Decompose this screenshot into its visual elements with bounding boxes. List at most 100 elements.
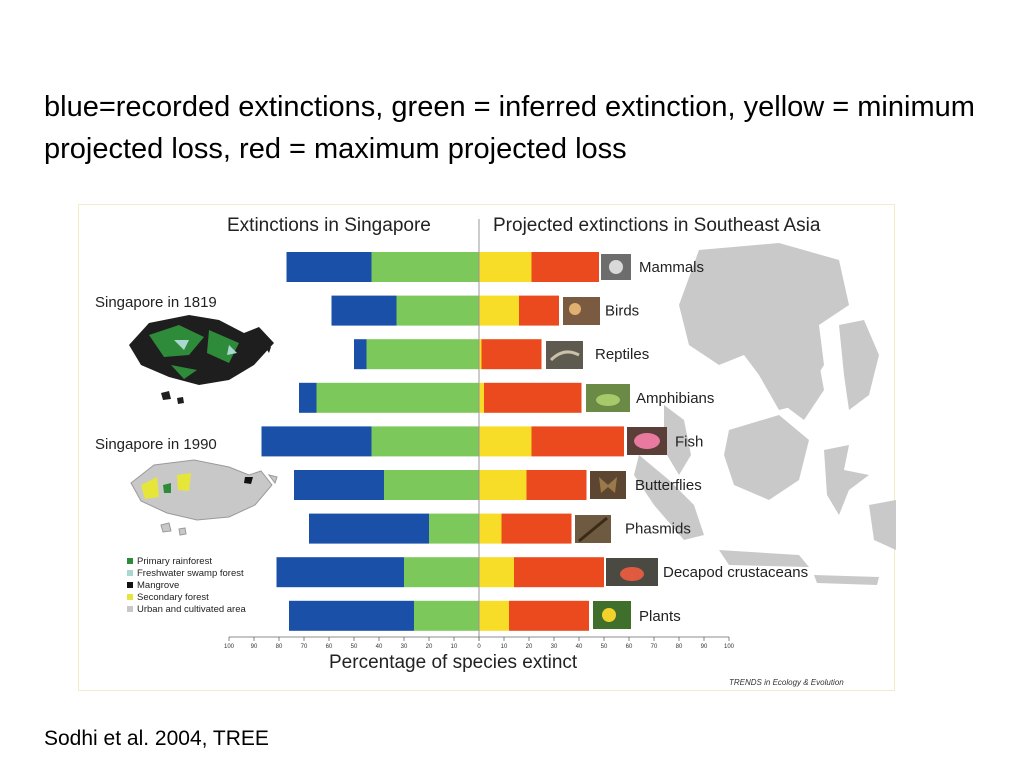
- borneo-shape: [724, 415, 809, 500]
- x-tick-label: 60: [626, 644, 633, 650]
- singapore-1819-swamp: [174, 340, 237, 355]
- singapore-1990-rainforest: [163, 483, 171, 493]
- x-tick-label: 70: [301, 644, 308, 650]
- legend-label-primary-rainforest: Primary rainforest: [137, 556, 212, 567]
- figure-svg: Singapore in 1819 Singapore in 1990 Prim…: [95, 215, 896, 687]
- left-header: Extinctions in Singapore: [227, 215, 431, 236]
- x-tick-label: 20: [426, 644, 433, 650]
- x-tick-label: 20: [526, 644, 533, 650]
- x-tick-label: 80: [676, 644, 683, 650]
- x-tick-label: 100: [224, 644, 235, 650]
- x-axis-label: Percentage of species extinct: [329, 652, 578, 673]
- x-tick-label: 10: [451, 644, 458, 650]
- bar-minimum-amphibians: [479, 382, 484, 413]
- fish-photo-body: [634, 433, 660, 449]
- bar-maximum-phasmids: [501, 513, 572, 544]
- x-tick-label: 60: [326, 644, 333, 650]
- java-shape: [719, 550, 809, 567]
- legend-swatch-urban-area: [127, 606, 133, 612]
- bar-maximum-birds: [519, 295, 559, 326]
- x-axis: 100 90 80 70 60 50 40 30 20 10 0 10 20 30 40 50 60 70 80 90…: [224, 219, 735, 650]
- legend-label-secondary-forest: Secondary forest: [137, 592, 209, 603]
- plant-photo-flower: [602, 608, 616, 622]
- singapore-1990-secondary-forest: [141, 473, 191, 499]
- indochina-shape: [779, 315, 824, 420]
- singapore-1819-island: [129, 315, 274, 385]
- bar-minimum-fish: [479, 426, 532, 457]
- bar-recorded-mammals: [286, 252, 372, 282]
- citation: Sodhi et al. 2004, TREE: [44, 727, 269, 750]
- species-photos: [546, 254, 667, 629]
- legend-swatch-primary-rainforest: [127, 558, 133, 564]
- x-tick-label: 10: [501, 644, 508, 650]
- bird-photo-head: [569, 303, 581, 315]
- bar-inferred-butterflies: [384, 470, 479, 500]
- map-1990-title: Singapore in 1990: [95, 436, 217, 453]
- bar-maximum-reptiles: [481, 339, 542, 370]
- x-tick-label: 0: [477, 644, 481, 650]
- philippines-shape: [839, 320, 879, 410]
- bar-recorded-fish: [261, 426, 372, 457]
- bar-recorded-reptiles: [354, 339, 367, 370]
- bar-inferred-mammals: [371, 252, 479, 282]
- bar-minimum-mammals: [479, 252, 532, 282]
- bird-photo: [563, 297, 600, 325]
- sulawesi-shape: [824, 445, 869, 515]
- bar-recorded-amphibians: [299, 382, 317, 413]
- butterfly-photo-wings: [599, 477, 617, 493]
- legend-label-mangrove: Mangrove: [137, 580, 179, 591]
- bar-maximum-decapod-crustaceans: [514, 557, 604, 588]
- bar-minimum-phasmids: [479, 513, 502, 544]
- singapore-1819-forest: [149, 325, 239, 379]
- category-label-reptiles: Reptiles: [595, 346, 649, 363]
- bar-minimum-birds: [479, 295, 519, 326]
- bar-inferred-amphibians: [316, 382, 479, 413]
- x-tick-label: 30: [551, 644, 558, 650]
- x-tick-label: 50: [351, 644, 358, 650]
- legend-swatch-secondary-forest: [127, 594, 133, 600]
- reptile-photo-body: [549, 350, 580, 362]
- bar-recorded-phasmids: [309, 513, 429, 544]
- singapore-1819-map: [129, 315, 274, 404]
- bar-recorded-decapod-crustaceans: [276, 557, 404, 588]
- bar-recorded-birds: [331, 295, 397, 326]
- x-tick-label: 50: [601, 644, 608, 650]
- category-label-fish: Fish: [675, 433, 703, 450]
- x-tick-label: 30: [401, 644, 408, 650]
- bar-inferred-decapod-crustaceans: [404, 557, 479, 588]
- bar-recorded-butterflies: [294, 470, 384, 500]
- x-tick-label: 80: [276, 644, 283, 650]
- figure-panel: Singapore in 1819 Singapore in 1990 Prim…: [78, 204, 896, 691]
- category-labels: Mammals Birds Reptiles Amphibians Fish Butter…: [595, 259, 808, 625]
- right-header: Projected extinctions in Southeast Asia: [493, 215, 821, 236]
- map-legend: Primary rainforest Freshwater swamp fore…: [127, 556, 247, 615]
- bar-minimum-butterflies: [479, 470, 527, 500]
- singapore-1990-mangrove: [244, 477, 253, 484]
- phasmid-photo-stick: [578, 516, 608, 543]
- bar-inferred-phasmids: [429, 513, 479, 544]
- x-tick-label: 90: [251, 644, 258, 650]
- lesser-sunda-shape: [814, 575, 879, 585]
- bar-maximum-butterflies: [526, 470, 587, 500]
- category-label-decapod-crustaceans: Decapod crustaceans: [663, 564, 808, 581]
- bar-inferred-fish: [371, 426, 479, 457]
- legend-label-freshwater-swamp-forest: Freshwater swamp forest: [137, 568, 244, 579]
- x-tick-label: 40: [376, 644, 383, 650]
- category-label-mammals: Mammals: [639, 259, 704, 276]
- malay-peninsula-shape: [664, 405, 691, 475]
- singapore-1990-map: [130, 459, 278, 536]
- legend-swatch-freshwater-swamp-forest: [127, 570, 133, 576]
- mammal-photo-face: [609, 260, 623, 274]
- x-tick-label: 70: [651, 644, 658, 650]
- slide-caption: blue=recorded extinctions, green = infer…: [44, 91, 975, 165]
- sumatra-shape: [634, 455, 704, 540]
- category-label-plants: Plants: [639, 608, 681, 625]
- legend-label-urban-area: Urban and cultivated area: [137, 604, 247, 615]
- bar-minimum-decapod-crustaceans: [479, 557, 514, 588]
- legend-swatch-mangrove: [127, 582, 133, 588]
- singapore-1990-islets: [160, 474, 278, 536]
- amphibian-photo-frog: [596, 394, 620, 406]
- x-tick-label: 40: [576, 644, 583, 650]
- bar-inferred-reptiles: [366, 339, 479, 370]
- mainland-asia-shape: [679, 243, 849, 410]
